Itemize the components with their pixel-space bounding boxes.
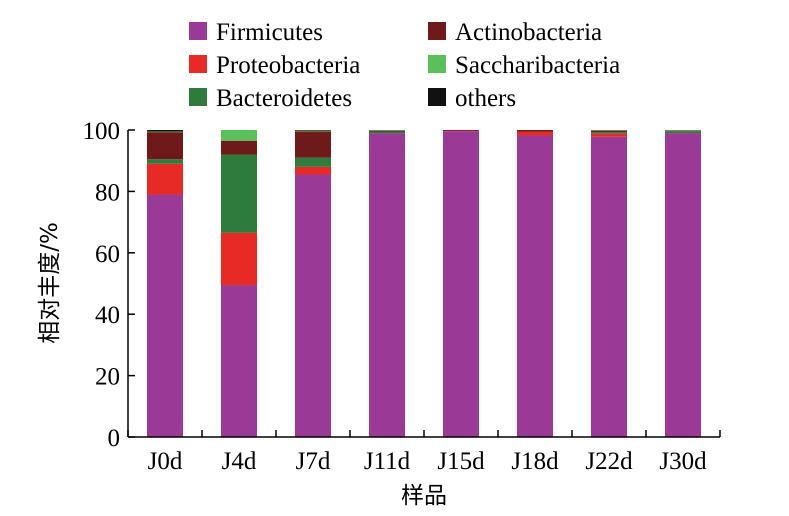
y-tick-label: 0 <box>108 425 121 452</box>
bar-segment <box>517 135 553 437</box>
bar-segment <box>665 130 701 131</box>
legend-swatch <box>428 55 446 73</box>
legend-label: Bacteroidetes <box>216 85 352 112</box>
bar-segment <box>147 159 183 164</box>
bar-segment <box>591 132 627 134</box>
bar-segment <box>591 133 627 137</box>
bar-segment <box>369 130 405 131</box>
bar-segment <box>591 136 627 437</box>
legend-label: Saccharibacteria <box>455 52 620 79</box>
legend-label: Actinobacteria <box>455 19 602 46</box>
x-tick-label: J22d <box>585 448 633 475</box>
bar-segment <box>295 130 331 132</box>
x-tick-label: J4d <box>222 448 257 475</box>
x-tick-label: J18d <box>511 448 559 475</box>
legend-label: Proteobacteria <box>216 52 360 79</box>
legend-swatch <box>428 88 446 106</box>
bar-segment <box>147 130 183 132</box>
bar-segment <box>665 130 701 132</box>
bar-segment <box>665 131 701 134</box>
y-tick-label: 80 <box>95 179 120 206</box>
x-tick-label: J11d <box>364 448 411 475</box>
y-tick-label: 40 <box>95 302 120 329</box>
bar-segment <box>591 130 627 131</box>
bar-segment <box>295 157 331 167</box>
x-tick-label: J0d <box>148 448 183 475</box>
x-ticks: J0d J4d J7d J11d J15d J18d J22d J30d <box>127 430 721 475</box>
bars <box>147 130 701 437</box>
bar-segment <box>221 130 257 141</box>
legend-label: others <box>455 85 516 112</box>
bar-segment <box>221 140 257 155</box>
bar-segment <box>517 131 553 136</box>
bar-segment <box>147 163 183 195</box>
legend-swatch <box>189 22 207 40</box>
bar-segment <box>369 133 405 437</box>
y-tick-label: 100 <box>83 118 121 145</box>
x-tick-label: J30d <box>659 448 707 475</box>
bar-segment <box>147 132 183 160</box>
x-axis-title: 样品 <box>401 483 447 509</box>
legend-swatch <box>189 55 207 73</box>
legend-swatch <box>189 88 207 106</box>
x-tick-label: J7d <box>296 448 331 475</box>
bar-segment <box>369 131 405 134</box>
legend: Firmicutes Proteobacteria Bacteroidetes Act… <box>189 19 620 112</box>
bar-segment <box>147 131 183 133</box>
axes <box>127 130 720 438</box>
y-axis-title: 相对丰度/% <box>37 222 63 344</box>
bar-segment <box>369 130 405 132</box>
bar-segment <box>443 130 479 131</box>
bar-segment <box>221 154 257 233</box>
y-tick-label: 20 <box>95 364 120 391</box>
bar-segment <box>443 131 479 437</box>
legend-label: Firmicutes <box>216 19 323 46</box>
y-tick-label: 60 <box>95 241 120 268</box>
bar-segment <box>295 130 331 131</box>
bar-segment <box>295 174 331 437</box>
legend-swatch <box>428 22 446 40</box>
bar-segment <box>221 232 257 286</box>
bar-segment <box>665 133 701 437</box>
bar-segment <box>295 166 331 175</box>
y-ticks: 0 20 40 60 80 100 <box>83 118 135 452</box>
bar-segment <box>591 130 627 133</box>
bar-segment <box>295 131 331 158</box>
x-tick-label: J15d <box>437 448 485 475</box>
bar-segment <box>147 194 183 437</box>
bar-segment <box>517 130 553 132</box>
bar-segment <box>221 285 257 437</box>
